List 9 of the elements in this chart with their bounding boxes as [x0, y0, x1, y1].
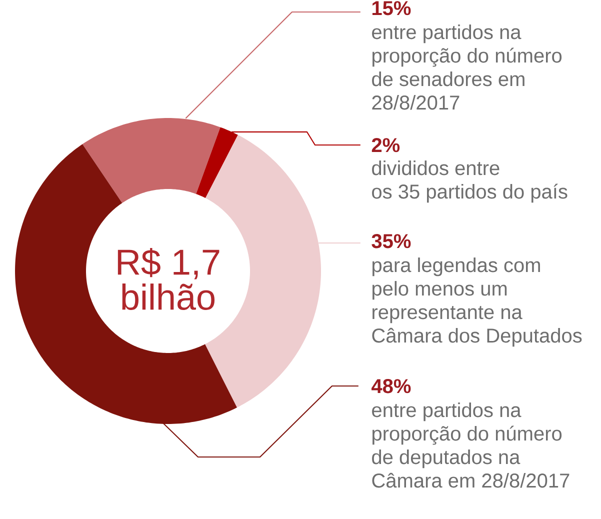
- slice-label: divididos entre os 35 partidos do país: [372, 160, 568, 203]
- data-label: 15%: [372, 1, 411, 16]
- slice-label: entre partidos na proporção do número de deputados na Câmara em 28/8/2017: [372, 402, 570, 488]
- slice-label: entre partidos na proporção do número de senadores em 28/8/2017: [372, 24, 562, 110]
- data-label: 35%: [372, 234, 411, 248]
- data-label: 2%: [372, 138, 400, 152]
- data-label: 48%: [372, 379, 411, 394]
- slice-label: para legendas com pelo menos um representante na Câmara dos Deputados: [372, 257, 582, 347]
- text: R$ 1,7 bilhão: [118, 248, 220, 310]
